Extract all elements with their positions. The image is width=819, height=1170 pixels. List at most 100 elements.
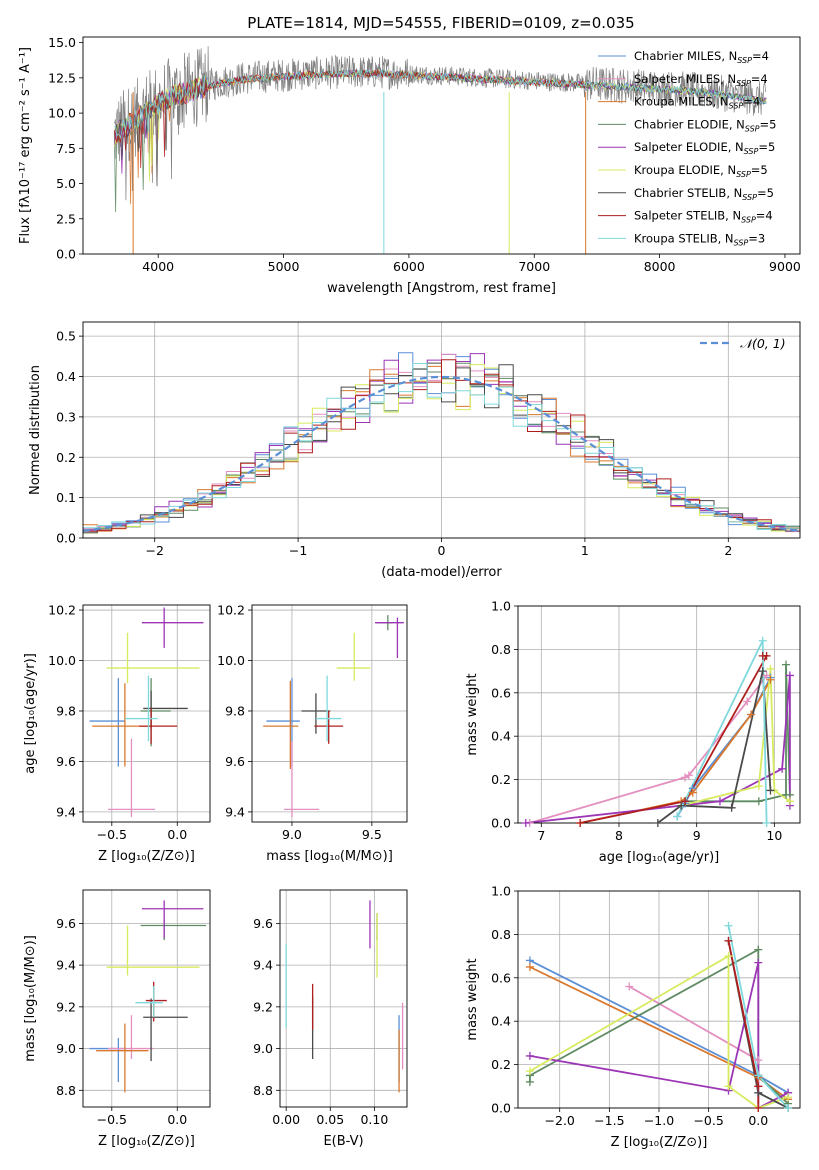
axes-frame — [82, 36, 801, 255]
y-tick-label: 0.6 — [491, 970, 511, 985]
legend-label: Kroupa MILES, NSSP=4 — [634, 95, 760, 111]
legend-label-subscript: SSP — [736, 170, 751, 179]
y-tick-label: 10.2 — [217, 603, 245, 618]
errorbar-point — [106, 632, 200, 684]
x-tick-label: 10 — [766, 828, 782, 843]
legend-label-text: Salpeter ELODIE, N — [634, 140, 744, 154]
x-tick-label: −0.5 — [97, 827, 127, 842]
legend-label: Kroupa ELODIE, NSSP=5 — [634, 163, 768, 179]
y-tick-label: 9.4 — [225, 804, 245, 819]
legend-label-text: Kroupa STELIB, N — [634, 231, 734, 245]
plus-marker — [673, 812, 682, 821]
y-tick-label: 0.1 — [56, 490, 76, 505]
model-spectrum-line — [113, 69, 767, 139]
plus-marker — [625, 982, 634, 991]
y-tick-label: 0.4 — [491, 1014, 511, 1029]
plus-marker — [766, 786, 775, 795]
errorbar-point — [139, 708, 178, 744]
x-tick-label: −0.5 — [97, 1112, 127, 1127]
errorbar-point — [89, 678, 125, 767]
plus-marker — [766, 675, 775, 684]
plus-marker — [747, 710, 756, 719]
panel-age_vs_mass: 9.0 9.5 9.4 9.6 9.8 10.0 10.2 mass [log₁₀(M/M⊙)… — [217, 603, 408, 864]
panel-age_vs_Z: −0.5 0.0 9.4 9.6 9.8 10.0 10.2 Z [log₁₀(Z/Z⊙)] a… — [23, 603, 211, 864]
legend-label-subscript: SSP — [736, 79, 751, 88]
x-axis-label: mass [log₁₀(M/M⊙)] — [266, 849, 393, 864]
plus-marker — [743, 697, 752, 706]
x-tick-label: 7000 — [518, 259, 550, 274]
x-axis-label: Z [log₁₀(Z/Z⊙)] — [611, 1135, 708, 1150]
y-tick-label: 1.0 — [491, 599, 511, 614]
y-tick-label: 9.8 — [56, 703, 76, 718]
x-tick-label: 2 — [724, 543, 732, 558]
y-tick-label: 9.2 — [56, 999, 76, 1014]
residual-histogram-step — [83, 363, 800, 530]
errorbar-point — [107, 1015, 154, 1060]
y-axis-label: mass weight — [465, 673, 480, 755]
plus-marker — [525, 1067, 534, 1076]
plus-marker — [778, 764, 787, 773]
y-tick-label: 0.4 — [56, 369, 76, 384]
y-tick-label: 8.8 — [56, 1083, 76, 1098]
x-tick-label: 0.0 — [167, 827, 187, 842]
y-tick-label: 0.2 — [491, 772, 511, 787]
y-tick-label: 0.0 — [56, 531, 76, 546]
plus-marker — [724, 936, 733, 945]
legend-label-suffix: =5 — [751, 163, 768, 177]
plus-marker — [754, 1082, 763, 1091]
y-tick-label: 12.5 — [48, 70, 76, 85]
x-tick-label: −0.5 — [693, 1113, 723, 1128]
x-axis-label: age [log₁₀(age/yr)] — [599, 850, 720, 865]
x-tick-label: 0.10 — [360, 1112, 388, 1127]
errorbar-point — [141, 607, 204, 648]
axes-frame — [82, 889, 211, 1108]
x-tick-label: 9 — [693, 828, 701, 843]
y-tick-label: 9.4 — [56, 804, 76, 819]
y-tick-label: 8.8 — [253, 1083, 273, 1098]
panel-mass_vs_ebv: 0.00 0.05 0.10 8.8 9.0 9.2 9.4 9.6 E(B-V) — [253, 889, 408, 1149]
legend-label-text: Chabrier STELIB, N — [634, 186, 742, 200]
plus-marker — [521, 819, 530, 827]
plus-marker — [688, 788, 697, 797]
plot-area — [89, 900, 207, 1093]
plus-marker — [785, 797, 794, 806]
x-tick-label: −1.0 — [644, 1113, 674, 1128]
plus-marker — [724, 1082, 733, 1091]
x-tick-label: 9.5 — [362, 827, 382, 842]
legend-label-subscript: SSP — [742, 193, 757, 202]
legend-label: Chabrier ELODIE, NSSP=5 — [634, 117, 776, 133]
plot-area — [263, 615, 404, 817]
y-tick-label: 10.0 — [48, 653, 76, 668]
plus-marker — [684, 771, 693, 780]
plus-marker — [724, 921, 733, 930]
x-tick-label: 0 — [438, 543, 446, 558]
y-tick-label: 0.4 — [491, 729, 511, 744]
figure-title: PLATE=1814, MJD=54555, FIBERID=0109, z=0… — [247, 14, 634, 32]
x-tick-label: 8 — [615, 828, 623, 843]
y-tick-label: 9.6 — [253, 916, 273, 931]
x-axis-label: Z [log₁₀(Z/Z⊙)] — [98, 1134, 195, 1149]
legend-label-subscript: SSP — [745, 124, 760, 133]
plot-area — [83, 352, 800, 534]
y-axis-label: Normed distribution — [28, 365, 43, 495]
x-tick-label: 1 — [581, 543, 589, 558]
plus-marker — [727, 803, 736, 812]
x-axis-label: E(B-V) — [323, 1134, 363, 1149]
x-axis-label: (data-model)/error — [381, 565, 502, 580]
errorbar-point — [283, 741, 320, 817]
y-tick-label: 9.0 — [56, 1041, 76, 1056]
legend-label-suffix: =4 — [756, 209, 773, 223]
y-tick-label: 0.0 — [56, 247, 76, 262]
axes-frame — [82, 321, 801, 539]
legend-label-subscript: SSP — [741, 216, 756, 225]
panel-mass_vs_Z: −0.5 0.0 8.8 9.0 9.2 9.4 9.6 Z [log₁₀(Z/Z⊙)] mas… — [23, 889, 211, 1149]
legend-label-subscript: SSP — [734, 238, 749, 247]
x-tick-label: 8000 — [644, 259, 676, 274]
legend-label-text: Chabrier MILES, N — [634, 49, 737, 63]
plots-layer: 4000 5000 6000 7000 8000 90000.02.55.07.510.0… — [18, 35, 801, 1150]
x-tick-label: −1.5 — [594, 1113, 624, 1128]
y-tick-label: 0.8 — [491, 642, 511, 657]
plus-marker — [754, 782, 763, 791]
axes-frame — [279, 889, 408, 1108]
legend-label: 𝒩(0, 1) — [740, 336, 786, 351]
